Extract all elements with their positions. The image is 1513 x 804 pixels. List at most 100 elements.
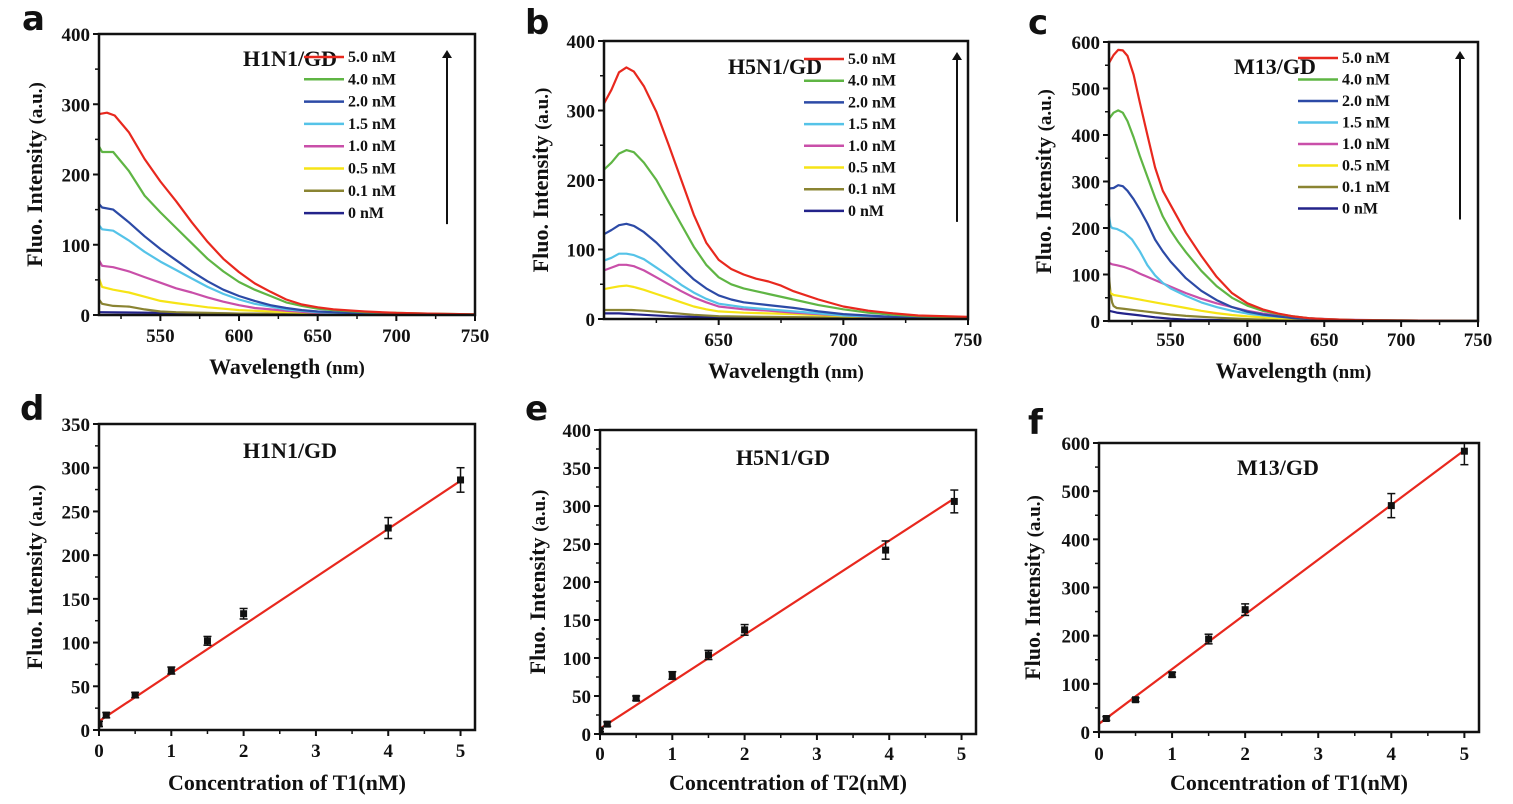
data-point <box>950 489 959 514</box>
y-tick-label: 150 <box>62 590 91 611</box>
y-tick-label: 0 <box>81 721 91 742</box>
data-point <box>668 670 677 681</box>
y-tick-label: 0 <box>582 725 592 746</box>
legend: 5.0 nM 4.0 nM 2.0 nM 1.5 nM 1.0 nM 0.5 nM 0.1 … <box>1298 50 1465 220</box>
legend-label: 4.0 nM <box>848 73 896 90</box>
panel-c: c 0 100 200 300 400 500 600 550 600 650 700 750 Wavel… <box>1028 3 1492 383</box>
x-tick-label: 3 <box>311 741 321 762</box>
y-tick-label: 100 <box>1072 266 1101 287</box>
fit-line <box>99 479 462 723</box>
y-axis-unit: (a.u.) <box>1035 89 1056 131</box>
plot-frame <box>1097 441 1481 734</box>
panel-e: e 0 50 100 150 200 250 300 350 400 0 1 2 3 4 5 Concentra… <box>525 389 978 795</box>
series-line-5-0-nM <box>1109 48 1478 321</box>
y-tick-label: 100 <box>567 241 596 262</box>
y-axis-unit: (a.u.) <box>1024 495 1045 537</box>
plot-area <box>99 111 475 315</box>
y-tick-label: 200 <box>563 573 592 594</box>
x-tick-label: 650 <box>1310 330 1339 351</box>
y-tick-label: 200 <box>1072 219 1101 240</box>
y-tick-label: 50 <box>71 677 90 698</box>
plot-frame <box>97 32 477 317</box>
x-tick-label: 750 <box>461 326 490 347</box>
data-point <box>99 720 103 728</box>
point-marker <box>741 626 749 634</box>
series-line-0-5-nM <box>604 284 968 319</box>
y-tick-label: 400 <box>563 421 592 442</box>
x-tick-label: 5 <box>456 741 466 762</box>
series-line-5-0-nM <box>99 111 475 315</box>
point-marker <box>1168 671 1176 679</box>
panel-d: d 0 50 100 150 200 250 300 350 0 1 2 3 4 5 Concentratio… <box>20 389 477 795</box>
legend-label: 0 nM <box>848 203 884 220</box>
y-axis-title: Fluo. Intensity (a.u.) <box>22 485 47 670</box>
fit-line <box>600 497 955 730</box>
legend-label: 1.5 nM <box>848 116 896 133</box>
x-tick-label: 700 <box>1387 330 1416 351</box>
y-tick-label: 400 <box>567 32 596 53</box>
legend-label: 0 nM <box>1342 201 1378 218</box>
legend-label: 0.5 nM <box>1342 158 1390 175</box>
y-tick-label: 0 <box>1091 312 1101 333</box>
y-tick-label: 400 <box>62 25 91 46</box>
point-marker <box>668 671 676 679</box>
panel-letter: e <box>525 389 548 429</box>
legend-label: 1.5 nM <box>348 116 396 133</box>
panel-letter: d <box>20 389 44 429</box>
panel-b: b 0 100 200 300 400 650 700 750 Wavelength (nm) Fl… <box>525 3 982 383</box>
legend-label: 2.0 nM <box>348 94 396 111</box>
fit-line <box>1099 449 1466 725</box>
legend-label: 0.1 nM <box>848 181 896 198</box>
panel-a: a 0 100 200 300 400 550 600 650 700 750 Wavelength … <box>22 0 489 379</box>
y-axis-unit: (a.u.) <box>529 490 550 532</box>
y-tick-label: 500 <box>1072 80 1101 101</box>
y-tick-label: 100 <box>62 236 91 257</box>
legend-label: 0.5 nM <box>348 161 396 178</box>
y-tick-label: 200 <box>62 546 91 567</box>
y-axis-label: Fluo. Intensity <box>528 130 553 272</box>
x-axis-title: Concentration of T1(nM) <box>168 770 406 795</box>
y-tick-label: 500 <box>1062 482 1091 503</box>
x-tick-label: 650 <box>303 326 332 347</box>
x-axis-title: Wavelength (nm) <box>708 358 864 383</box>
panel-letter: b <box>525 3 549 43</box>
data-point <box>456 466 465 493</box>
x-axis-label: Wavelength <box>1216 358 1333 383</box>
legend: 5.0 nM 4.0 nM 2.0 nM 1.5 nM 1.0 nM 0.5 nM 0.1 … <box>304 49 452 225</box>
x-axis-title: Wavelength (nm) <box>209 354 365 379</box>
y-tick-label: 300 <box>1062 579 1091 600</box>
arrow-head-icon <box>1455 51 1465 59</box>
series-line-0-nM <box>1109 309 1478 321</box>
x-tick-label: 4 <box>884 744 894 765</box>
x-tick-label: 5 <box>957 744 967 765</box>
point-marker <box>203 637 211 645</box>
point-marker <box>882 546 890 554</box>
legend-label: 0 nM <box>348 205 384 222</box>
point-marker <box>1387 502 1395 510</box>
x-tick-label: 2 <box>1240 744 1250 765</box>
y-tick-label: 600 <box>1072 33 1101 54</box>
series-line-4-0-nM <box>1109 109 1478 321</box>
plot-frame <box>1107 40 1480 323</box>
panel-letter: c <box>1028 3 1048 43</box>
data-point <box>704 649 713 661</box>
y-tick-label: 0 <box>1081 723 1091 744</box>
point-marker <box>131 691 139 699</box>
plot-area <box>604 66 968 319</box>
x-axis-title: Wavelength (nm) <box>1216 358 1372 383</box>
y-tick-label: 300 <box>62 459 91 480</box>
panel-f: f 0 100 200 300 400 500 600 0 1 2 3 4 5 Concentration … <box>1020 403 1481 795</box>
plot-frame <box>97 422 477 732</box>
plot-frame <box>602 39 970 321</box>
y-axis-title: Fluo. Intensity (a.u.) <box>22 82 47 267</box>
point-marker <box>704 651 712 659</box>
x-tick-label: 3 <box>812 744 822 765</box>
legend-label: 2.0 nM <box>1342 93 1390 110</box>
y-axis-label: Fluo. Intensity <box>22 124 47 266</box>
data-point <box>1460 443 1469 466</box>
point-marker <box>1132 696 1140 704</box>
legend-label: 0.1 nM <box>1342 179 1390 196</box>
data-point <box>203 635 212 646</box>
series-line-2-0-nM <box>99 203 475 315</box>
x-tick-label: 600 <box>225 326 254 347</box>
